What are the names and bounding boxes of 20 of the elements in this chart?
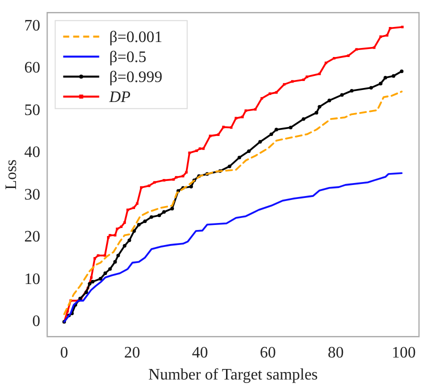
x-tick-label: 80 <box>328 344 344 362</box>
y-tick-label: 30 <box>24 186 40 204</box>
y-tick-label: 60 <box>24 60 40 77</box>
y-tick-label: 40 <box>24 144 40 162</box>
legend-label: β=0.5 <box>109 48 146 66</box>
x-tick-label: 0 <box>60 344 68 362</box>
legend-label: β=0.999 <box>109 68 162 86</box>
x-axis-title: Number of Target samples <box>148 366 318 384</box>
y-tick-label: 50 <box>24 102 40 119</box>
y-tick-label: 10 <box>24 270 40 288</box>
y-tick-label: 20 <box>24 228 40 246</box>
x-tick-label: 40 <box>192 344 208 362</box>
y-axis-title: Loss <box>2 159 20 190</box>
x-tick-label: 60 <box>260 344 276 362</box>
legend-label: β=0.001 <box>109 28 162 46</box>
x-tick-label: 100 <box>392 344 416 362</box>
x-tick-label: 20 <box>124 344 140 362</box>
legend-label: DP <box>108 88 131 106</box>
y-tick-label: 70 <box>24 17 40 34</box>
y-tick-label: 0 <box>32 313 40 330</box>
